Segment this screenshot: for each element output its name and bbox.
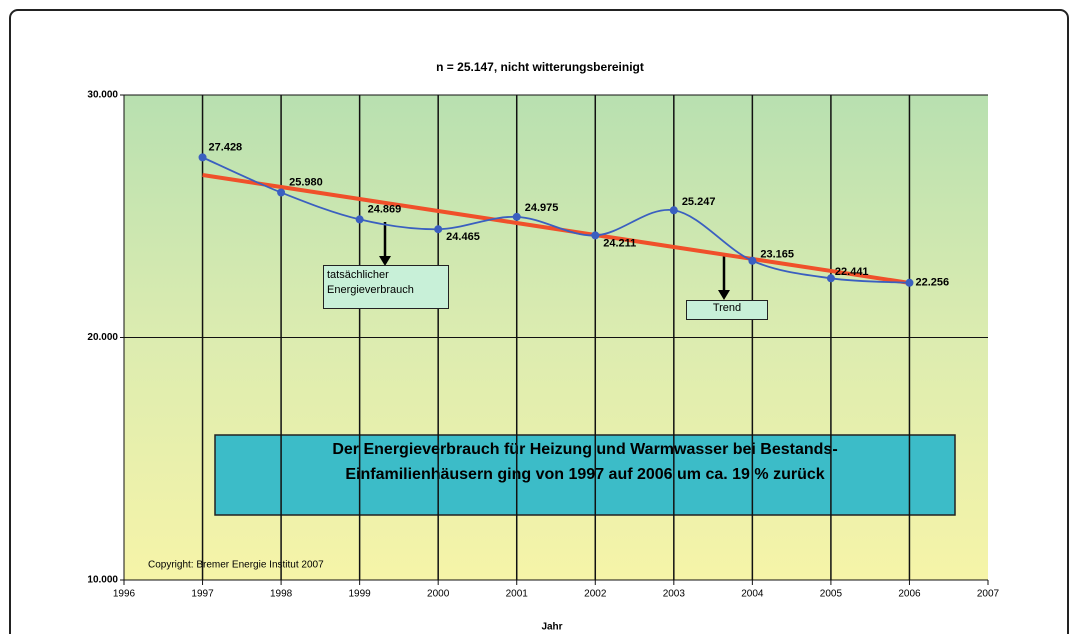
x-tick-label: 2000	[427, 589, 450, 600]
annotation: Der Energieverbrauch für Heizung und War…	[332, 441, 837, 458]
x-tick-label: 1996	[113, 589, 136, 600]
annotation-box	[214, 434, 956, 516]
data-label: 24.211	[603, 237, 636, 249]
data-label: 24.869	[368, 203, 402, 215]
data-point	[434, 225, 443, 234]
x-tick-label: 2006	[898, 589, 921, 600]
data-point	[277, 188, 286, 197]
data-point	[669, 206, 678, 215]
x-tick-label: 2004	[741, 589, 764, 600]
x-axis-label: Jahr	[541, 622, 562, 633]
y-tick-label: 30.000	[87, 90, 118, 101]
data-point	[198, 153, 207, 162]
data-label: 23.165	[760, 249, 794, 261]
y-tick-label: 10.000	[87, 575, 118, 586]
x-tick-label: 2002	[584, 589, 607, 600]
annotation: Einfamilienhäusern ging von 1997 auf 200…	[345, 466, 824, 483]
y-tick-label: 20.000	[87, 332, 118, 343]
data-point	[355, 215, 364, 224]
data-point	[826, 274, 835, 283]
x-tick-label: 1997	[191, 589, 214, 600]
series-callout: tatsächlicher Energieverbrauch	[323, 265, 449, 309]
data-label: 22.256	[915, 277, 949, 289]
data-point	[905, 278, 914, 287]
data-label: 27.428	[209, 141, 243, 153]
data-line	[202, 156, 910, 284]
series-callout: Trend	[686, 300, 768, 320]
data-label: 22.441	[835, 266, 869, 278]
data-label: 24.975	[525, 202, 559, 214]
data-label: 24.465	[446, 231, 480, 243]
x-tick-label: 1998	[270, 589, 293, 600]
chart-title: n = 25.147, nicht witterungsbereinigt	[436, 60, 644, 74]
copyright: Copyright: Bremer Energie Institut 2007	[148, 560, 324, 571]
data-point	[748, 256, 757, 265]
x-tick-label: 2003	[663, 589, 686, 600]
x-tick-label: 2007	[977, 589, 1000, 600]
x-tick-label: 1999	[349, 589, 372, 600]
arrows	[379, 222, 730, 300]
data-label: 25.980	[289, 176, 323, 188]
x-tick-label: 2001	[506, 589, 529, 600]
data-point	[591, 231, 600, 240]
data-label: 25.247	[682, 196, 716, 208]
x-tick-label: 2005	[820, 589, 843, 600]
data-point	[512, 212, 521, 221]
trend-line	[202, 173, 910, 285]
